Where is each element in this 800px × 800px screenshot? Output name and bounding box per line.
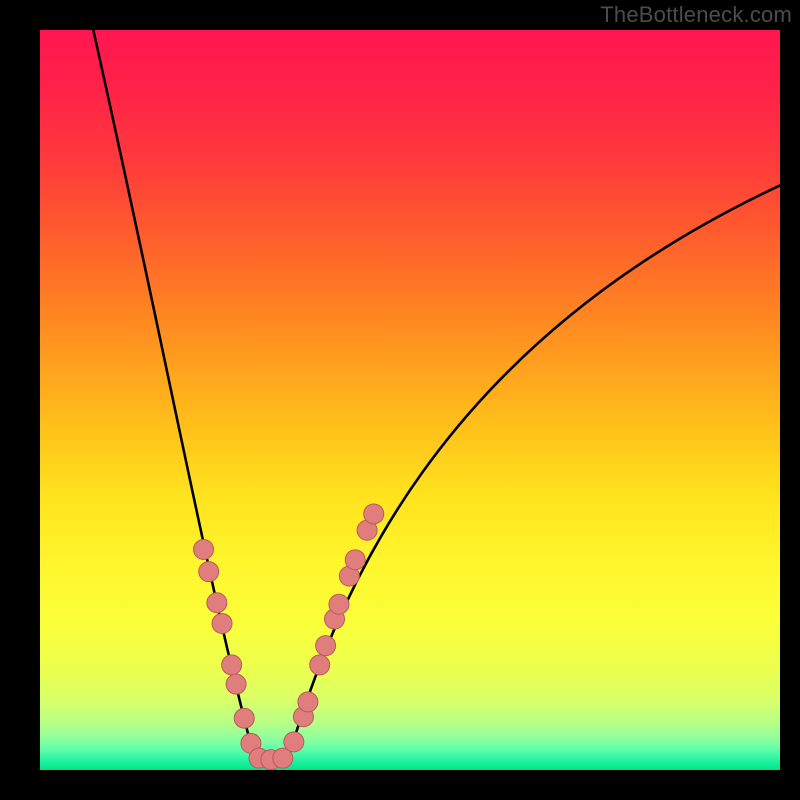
marker-point [199, 562, 219, 582]
marker-point [329, 594, 349, 614]
marker-point [364, 504, 384, 524]
marker-point [345, 550, 365, 570]
canvas-root: TheBottleneck.com [0, 0, 800, 800]
marker-point [310, 655, 330, 675]
marker-point [316, 636, 336, 656]
plot-area [40, 30, 780, 770]
marker-point [212, 613, 232, 633]
marker-point [222, 655, 242, 675]
watermark-text: TheBottleneck.com [600, 2, 792, 28]
marker-point [234, 708, 254, 728]
marker-point [284, 732, 304, 752]
marker-point [194, 539, 214, 559]
marker-point [298, 692, 318, 712]
gradient-background [40, 30, 780, 770]
marker-point [207, 593, 227, 613]
marker-point [226, 674, 246, 694]
